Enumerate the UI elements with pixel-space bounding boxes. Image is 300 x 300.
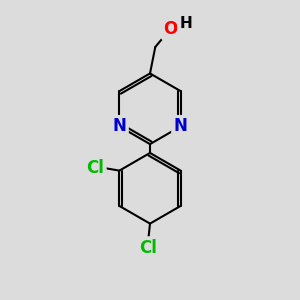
Text: N: N <box>112 117 126 135</box>
Text: N: N <box>174 117 188 135</box>
Text: O: O <box>164 20 178 38</box>
Text: Cl: Cl <box>140 239 158 257</box>
Text: Cl: Cl <box>86 159 104 177</box>
Text: H: H <box>179 16 192 31</box>
